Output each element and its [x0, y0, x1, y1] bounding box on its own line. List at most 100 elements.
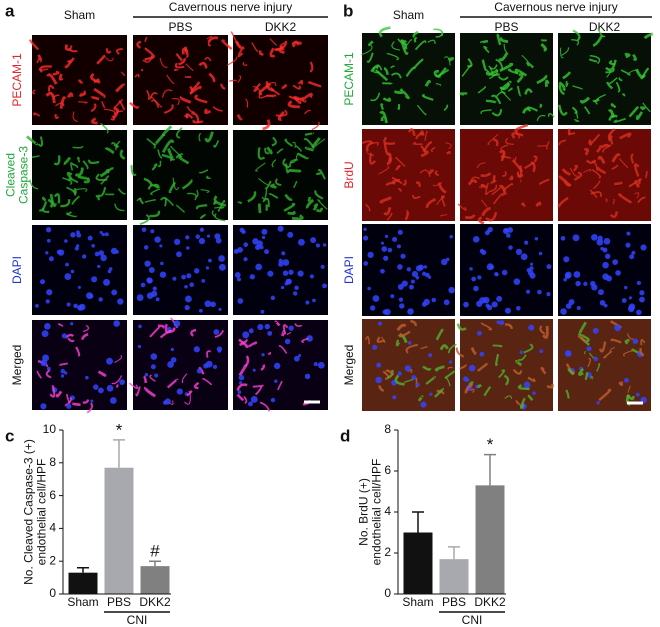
x-tick-label: Sham [67, 595, 98, 609]
nucleus [397, 283, 404, 290]
vessel [130, 165, 137, 177]
vessel [157, 149, 163, 159]
nucleus [242, 331, 250, 339]
nucleus [277, 225, 284, 232]
vessel [382, 82, 393, 85]
nucleus [515, 248, 523, 255]
nucleus [100, 254, 107, 262]
nucleus [624, 285, 628, 290]
nucleus [261, 353, 265, 357]
vessel [195, 189, 199, 198]
vessel [264, 180, 272, 190]
nucleus [284, 338, 291, 345]
nucleus [41, 330, 49, 338]
nucleus [297, 270, 304, 277]
nucleus [117, 298, 124, 305]
vessel [163, 104, 174, 114]
nucleus [625, 242, 631, 248]
nucleus [407, 341, 412, 345]
vessel [516, 85, 522, 97]
vessel [394, 88, 404, 95]
bar [403, 532, 433, 594]
nucleus [65, 262, 69, 267]
vessel [104, 147, 115, 155]
vessel [90, 117, 98, 125]
vessel [596, 145, 603, 154]
nucleus [384, 234, 389, 239]
vessel [49, 193, 57, 207]
y-axis-label: endothelial cell/HPF [370, 459, 384, 566]
vessel [314, 189, 324, 200]
vessel [305, 198, 315, 210]
y-axis-label: endothelial cell/HPF [35, 459, 49, 566]
y-tick-label: 0 [49, 586, 56, 600]
nucleus [261, 228, 268, 235]
nucleus [496, 320, 501, 325]
vessel [562, 71, 572, 80]
vessel [100, 175, 110, 185]
vessel [81, 333, 89, 340]
bar [439, 559, 469, 594]
nucleus [77, 285, 81, 289]
vessel [64, 397, 72, 407]
vessel [172, 177, 180, 191]
nucleus [101, 232, 105, 237]
vessel [157, 160, 162, 168]
vessel [36, 58, 42, 64]
vessel [515, 359, 523, 367]
vessel [615, 81, 621, 93]
nucleus [401, 280, 408, 287]
nucleus [199, 227, 205, 232]
nucleus [282, 259, 290, 266]
nucleus [82, 254, 87, 259]
vessel [244, 355, 250, 367]
nucleus [61, 333, 68, 339]
vessel [150, 188, 161, 196]
vessel [492, 174, 496, 183]
vessel [425, 198, 437, 209]
nucleus [499, 320, 505, 326]
nucleus [546, 264, 552, 270]
vessel [558, 84, 565, 95]
vessel [149, 210, 161, 218]
nucleus [473, 285, 479, 292]
vessel [120, 71, 126, 76]
nucleus [429, 392, 433, 396]
row-label: Merged [10, 345, 24, 386]
vessel [526, 61, 535, 69]
vessel [536, 114, 546, 121]
y-tick-label: 4 [384, 504, 391, 518]
vessel [77, 156, 81, 163]
vessel [52, 70, 60, 76]
vessel [516, 171, 524, 177]
vessel [522, 107, 530, 114]
nucleus [443, 299, 450, 306]
vessel [618, 157, 629, 169]
nucleus [205, 266, 210, 270]
vessel [496, 33, 502, 46]
vessel [572, 85, 583, 90]
vessel [202, 377, 213, 386]
row-label: PECAM-1 [342, 52, 356, 106]
vessel [441, 195, 446, 207]
vessel [533, 155, 538, 163]
vessel [304, 109, 311, 115]
y-tick-label: 8 [49, 455, 56, 469]
vessel [97, 370, 107, 377]
vessel [45, 369, 52, 379]
vessel [579, 96, 591, 104]
vessel [366, 152, 374, 157]
vessel [485, 69, 499, 76]
nucleus [363, 227, 367, 232]
vessel [439, 214, 448, 217]
vessel [198, 169, 209, 174]
vessel [470, 347, 477, 356]
vessel [592, 180, 601, 190]
nucleus [237, 246, 243, 253]
vessel [400, 42, 409, 56]
vessel [470, 388, 475, 393]
vessel [284, 193, 293, 201]
vessel [639, 347, 645, 357]
nucleus [614, 324, 622, 332]
vessel [208, 72, 216, 83]
